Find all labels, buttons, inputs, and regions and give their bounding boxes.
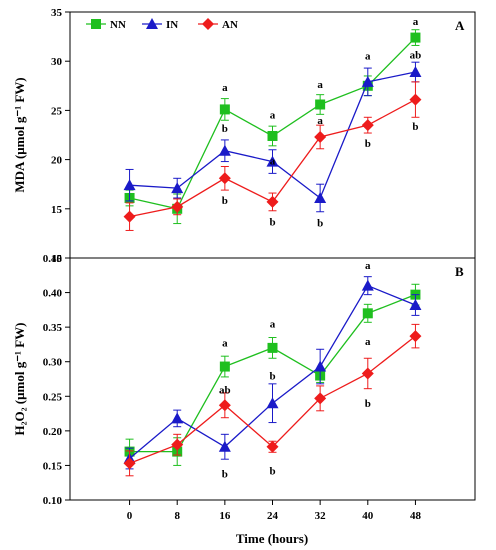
y-tick-label: 15 [51,204,63,216]
series-an [123,81,422,231]
data-point [410,32,421,43]
data-point [314,360,327,372]
y-tick-label: 0.40 [43,288,63,300]
y-tick-label: 20 [51,155,63,167]
data-point [218,399,231,412]
y-tick-label: 30 [51,56,63,68]
y-tick-label: 0.15 [43,460,63,472]
series-in [123,61,422,213]
significance-label: a [270,319,276,331]
significance-label: a [413,16,419,28]
data-point [267,130,278,141]
y-tick-label: 0.25 [43,391,63,403]
data-point [409,93,422,106]
data-point [409,66,422,78]
significance-label: a [270,109,276,121]
data-point [266,155,279,167]
data-point [171,438,184,451]
data-point [361,367,374,380]
y-axis-label: MDA (μmol g⁻¹ FW) [12,77,27,192]
x-tick-label: 8 [174,510,180,522]
y-tick-label: 25 [51,105,63,117]
data-point [361,279,374,291]
y-tick-label: 10 [51,253,63,265]
significance-label: ab [410,49,422,61]
data-point [315,99,326,110]
data-point [218,440,231,452]
y-tick-label: 0.30 [43,357,63,369]
legend-label: NN [110,19,126,31]
significance-label: a [317,115,323,127]
legend-label: IN [166,19,178,31]
data-point [361,119,374,132]
data-point [218,172,231,185]
data-point [123,210,136,223]
significance-label: b [365,398,371,410]
significance-label: a [317,79,323,91]
significance-label: b [222,469,228,481]
legend: NN IN AN [86,18,238,31]
x-tick-label: 32 [315,510,327,522]
significance-label: b [269,371,275,383]
significance-label: a [222,337,228,349]
data-point [266,440,279,453]
data-point [171,200,184,213]
y-tick-label: 0.35 [43,322,63,334]
x-tick-label: 16 [219,510,231,522]
legend-marker [146,18,158,29]
data-point [219,361,230,372]
data-point [171,412,184,424]
y-tick-label: 35 [51,7,63,19]
legend-marker [202,18,214,30]
significance-label: a [365,260,371,272]
significance-label: b [269,217,275,229]
legend-marker [91,19,101,29]
data-point [314,191,327,203]
legend-label: AN [222,19,238,31]
x-tick-label: 48 [410,510,422,522]
significance-label: a [365,336,371,348]
x-tick-label: 40 [362,510,374,522]
y-tick-label: 0.45 [43,253,63,265]
data-point [266,397,279,409]
significance-label: b [412,121,418,133]
x-tick-label: 24 [267,510,279,522]
data-point [409,299,422,311]
significance-label: ab [219,384,231,396]
significance-label: b [222,123,228,135]
x-tick-label: 0 [127,510,133,522]
significance-label: b [317,218,323,230]
data-point [362,308,373,319]
data-point [361,75,374,87]
data-point [123,179,136,191]
data-point [218,144,231,156]
x-axis-label: Time (hours) [236,531,308,546]
significance-label: a [222,82,228,94]
panel-h2o2: 0.10 0.15 0.20 0.25 0.30 0.35 0.40 0.45 H₂O₂ (μm… [12,253,476,522]
y-tick-label: 0.10 [43,495,63,507]
significance-label: b [222,195,228,207]
data-point [171,182,184,194]
panel-label: A [455,18,465,33]
y-tick-label: 0.20 [43,426,63,438]
data-point [409,330,422,343]
data-point [314,130,327,143]
y-axis-label: H₂O₂ (μmol g⁻¹ FW) [12,323,27,436]
significance-label: a [365,50,371,62]
significance-label: b [365,138,371,150]
data-point [267,342,278,353]
data-point [266,195,279,208]
data-point [219,104,230,115]
significance-label: a [270,156,276,168]
series-an [123,323,422,477]
significance-label: b [269,465,275,477]
panel-label: B [455,264,464,279]
data-point [123,457,136,470]
data-point [314,392,327,405]
